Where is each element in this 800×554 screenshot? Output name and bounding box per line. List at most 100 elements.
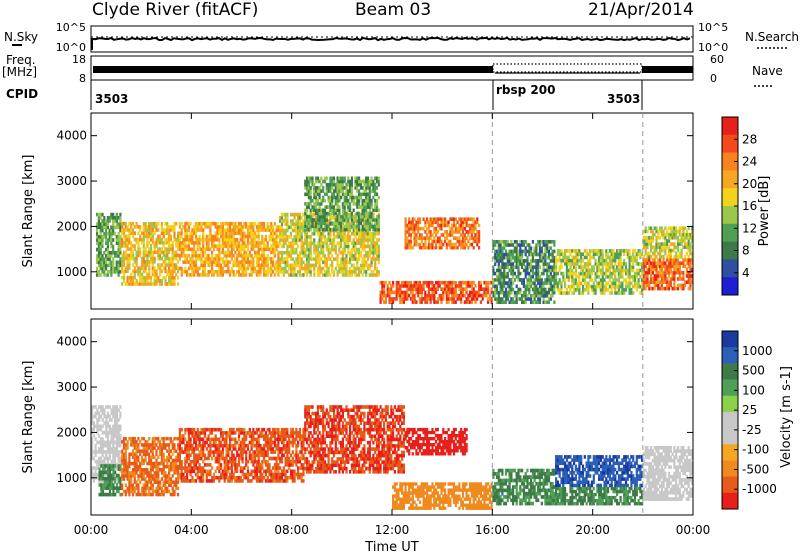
data-cell — [121, 269, 124, 274]
data-cell — [331, 179, 334, 184]
data-cell — [461, 280, 465, 285]
data-cell — [140, 266, 144, 270]
data-cell — [115, 219, 118, 223]
data-cell — [610, 258, 613, 263]
data-cell — [533, 284, 536, 289]
data-cell — [177, 275, 180, 280]
data-cell — [617, 252, 620, 256]
data-cell — [245, 234, 248, 239]
data-cell — [519, 246, 522, 250]
data-cell — [420, 236, 423, 240]
data-cell — [180, 221, 183, 226]
data-cell — [555, 284, 558, 289]
data-cell — [318, 266, 321, 271]
data-cell — [363, 241, 366, 245]
data-cell — [159, 240, 162, 245]
data-cell — [506, 297, 509, 301]
data-cell — [177, 266, 180, 270]
data-cell — [535, 246, 538, 250]
data-cell — [666, 242, 669, 246]
data-cell — [302, 254, 305, 258]
data-cell — [540, 281, 543, 285]
data-cell — [632, 275, 635, 279]
data-cell — [370, 224, 373, 229]
data-cell — [538, 249, 542, 254]
data-cell — [603, 262, 606, 266]
data-cell — [583, 288, 586, 292]
data-cell — [372, 189, 375, 193]
data-cell — [177, 282, 180, 286]
data-cell — [325, 260, 328, 265]
data-cell — [168, 237, 171, 242]
data-cell — [682, 286, 685, 291]
data-cell — [318, 218, 321, 222]
data-cell — [599, 281, 602, 286]
data-cell — [97, 225, 100, 230]
data-cell — [144, 234, 147, 239]
data-cell — [685, 236, 688, 240]
data-cell — [106, 270, 109, 274]
data-cell — [345, 214, 348, 219]
data-cell — [413, 233, 416, 237]
data-cell — [691, 226, 694, 230]
data-cell — [524, 284, 527, 289]
data-cell — [237, 228, 241, 232]
data-cell — [343, 235, 346, 239]
data-cell — [166, 263, 169, 267]
data-cell — [338, 211, 341, 216]
data-cell — [309, 189, 312, 193]
data-cell — [519, 255, 522, 260]
data-cell — [115, 475, 118, 480]
data-cell — [257, 234, 260, 239]
data-cell — [673, 242, 676, 246]
data-cell — [659, 229, 662, 234]
data-cell — [354, 195, 357, 200]
data-cell — [234, 273, 237, 277]
data-cell — [549, 275, 552, 279]
data-cell — [456, 284, 459, 288]
data-cell — [155, 275, 158, 280]
data-cell — [122, 244, 126, 248]
data-cell — [377, 273, 380, 277]
data-cell — [218, 250, 221, 255]
data-cell — [366, 221, 370, 225]
data-cell — [372, 257, 375, 261]
data-cell — [261, 263, 264, 268]
data-cell — [140, 272, 144, 277]
data-cell — [99, 225, 102, 230]
data-cell — [689, 277, 692, 281]
data-cell — [259, 257, 262, 261]
data-cell — [451, 290, 454, 295]
data-cell — [92, 466, 95, 470]
data-cell — [96, 450, 99, 454]
data-cell — [526, 255, 529, 260]
data-cell — [115, 250, 118, 255]
data-cell — [538, 252, 542, 257]
data-cell — [424, 242, 427, 247]
data-cell — [96, 475, 99, 480]
data-cell — [682, 232, 685, 237]
data-cell — [307, 241, 310, 245]
data-cell — [306, 227, 309, 232]
data-cell — [282, 235, 285, 239]
data-cell — [384, 300, 387, 304]
data-cell — [126, 234, 129, 239]
data-cell — [108, 453, 111, 457]
data-cell — [522, 290, 525, 295]
data-cell — [162, 260, 165, 264]
data-cell — [266, 244, 269, 248]
data-cell — [599, 271, 602, 276]
data-cell — [662, 280, 665, 284]
data-cell — [329, 212, 332, 217]
data-cell — [495, 252, 499, 257]
data-cell — [433, 220, 436, 225]
data-cell — [96, 257, 99, 261]
data-cell — [155, 279, 158, 283]
data-cell — [479, 287, 482, 291]
data-cell — [578, 291, 581, 295]
data-cell — [409, 245, 413, 250]
data-cell — [386, 293, 389, 298]
data-cell — [169, 256, 172, 261]
data-cell — [521, 281, 524, 285]
